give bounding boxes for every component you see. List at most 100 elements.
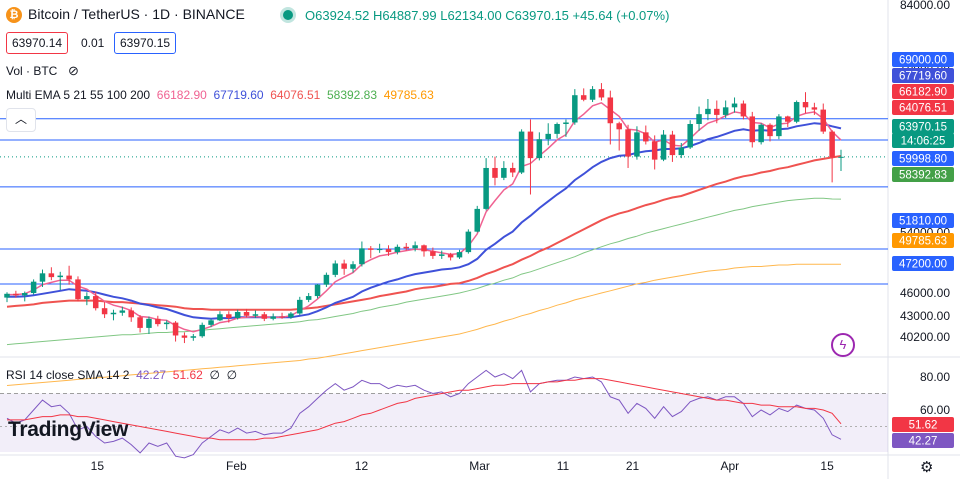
candle bbox=[48, 267, 55, 281]
candle bbox=[66, 265, 72, 285]
candle-body bbox=[376, 249, 383, 251]
time-tick-label: Mar bbox=[469, 459, 490, 473]
time-tick-label: 11 bbox=[557, 459, 570, 473]
candle-body bbox=[84, 296, 90, 300]
candle-body bbox=[217, 314, 223, 321]
candle-body bbox=[21, 293, 28, 296]
axis-price-badge bbox=[892, 68, 954, 83]
buy-price-button[interactable]: 63970.15 bbox=[114, 32, 177, 54]
candle-body bbox=[776, 116, 782, 137]
candle bbox=[634, 126, 640, 160]
candle bbox=[749, 111, 756, 148]
time-tick-label: 12 bbox=[355, 459, 369, 473]
candle-body bbox=[536, 139, 543, 159]
candle-body bbox=[518, 131, 525, 173]
candle bbox=[536, 132, 543, 161]
ema-200-line bbox=[6, 263, 842, 386]
candle-body bbox=[705, 108, 711, 115]
gear-icon[interactable]: ⚙ bbox=[920, 459, 934, 476]
candle bbox=[270, 313, 276, 321]
ema21-value: 67719.60 bbox=[213, 88, 264, 102]
time-tick-label: 21 bbox=[626, 459, 640, 473]
candle bbox=[509, 162, 516, 178]
rsi-axis-badge-label: 51.62 bbox=[909, 420, 938, 432]
ohlc-readout: O63924.52 H64887.99 L62134.00 C63970.15 … bbox=[305, 8, 669, 23]
candle-body bbox=[368, 248, 374, 250]
candle-body bbox=[492, 167, 498, 178]
candle-body bbox=[669, 134, 676, 156]
candle bbox=[447, 252, 454, 261]
candle bbox=[128, 307, 134, 322]
candle-body bbox=[341, 263, 347, 269]
symbol-title[interactable]: Bitcoin / TetherUS · 1D · BINANCE bbox=[28, 6, 245, 22]
candle bbox=[261, 311, 268, 322]
axis-price-badge-label: 49785.63 bbox=[899, 236, 947, 248]
spread-value: 0.01 bbox=[81, 36, 105, 50]
volume-legend[interactable]: Vol · BTC bbox=[6, 64, 58, 78]
candle-body bbox=[598, 89, 605, 98]
candle-body bbox=[527, 131, 534, 159]
eye-off-icon[interactable]: ⊘ bbox=[68, 63, 79, 78]
collapse-legend-button[interactable]: ︿ bbox=[6, 108, 36, 132]
tradingview-logo[interactable]: TradingView bbox=[8, 418, 129, 441]
candle-body bbox=[13, 293, 19, 296]
candle bbox=[483, 158, 489, 211]
time-tick-label: Apr bbox=[720, 459, 739, 473]
candle-body bbox=[589, 89, 596, 100]
ema5-value: 66182.90 bbox=[156, 88, 207, 102]
time-tick-label: 15 bbox=[91, 459, 105, 473]
candle bbox=[30, 279, 37, 295]
candle-body bbox=[359, 248, 365, 265]
candle-body bbox=[190, 336, 197, 338]
axis-price-badge bbox=[892, 119, 954, 134]
open-value: O63924.52 bbox=[305, 8, 370, 23]
close-value: C63970.15 bbox=[505, 8, 569, 23]
candle-body bbox=[838, 156, 844, 158]
candle bbox=[660, 130, 667, 162]
ema-legend[interactable]: Multi EMA 5 21 55 100 200 66182.90 67719… bbox=[6, 88, 434, 102]
axis-price-badge bbox=[892, 151, 954, 166]
candle-body bbox=[57, 275, 63, 278]
candle bbox=[217, 311, 223, 322]
candle bbox=[172, 321, 179, 342]
candle-body bbox=[722, 107, 729, 115]
candle bbox=[190, 333, 197, 341]
candle bbox=[722, 100, 729, 118]
candle-body bbox=[678, 147, 685, 156]
price-tick-label: 43000.00 bbox=[900, 309, 950, 323]
candle bbox=[785, 115, 791, 128]
candle-body bbox=[767, 124, 773, 137]
rsi-tick-label: 60.00 bbox=[920, 403, 950, 417]
candle bbox=[297, 296, 303, 316]
candle bbox=[669, 130, 676, 162]
axis-price-badge bbox=[892, 52, 954, 67]
candle-body bbox=[607, 97, 614, 124]
candle-body bbox=[696, 114, 702, 125]
candle bbox=[501, 161, 507, 181]
sell-price-button[interactable]: 63970.14 bbox=[6, 32, 69, 54]
candle bbox=[811, 102, 818, 115]
low-value: L62134.00 bbox=[440, 8, 502, 23]
candle-body bbox=[643, 132, 649, 142]
ema55-value: 64076.51 bbox=[270, 88, 321, 102]
ema-100-line bbox=[6, 197, 842, 346]
candle-body bbox=[199, 324, 205, 337]
candle bbox=[314, 283, 321, 299]
rsi-sma-line bbox=[7, 378, 842, 441]
rsi-legend[interactable]: RSI 14 close SMA 14 2 42.27 51.62 ∅ ∅ bbox=[6, 368, 237, 382]
lightning-icon[interactable]: ϟ bbox=[831, 333, 855, 357]
candle-body bbox=[110, 312, 117, 315]
candle bbox=[545, 123, 551, 146]
candle bbox=[341, 259, 347, 275]
candle-body bbox=[580, 95, 587, 100]
candle bbox=[279, 312, 285, 319]
candle bbox=[137, 315, 143, 333]
axis-price-badge-label: 69000.00 bbox=[899, 55, 947, 67]
candle bbox=[705, 98, 711, 121]
candle bbox=[580, 88, 587, 102]
candle bbox=[92, 291, 99, 311]
candle-body bbox=[66, 275, 72, 280]
candle bbox=[465, 229, 472, 254]
